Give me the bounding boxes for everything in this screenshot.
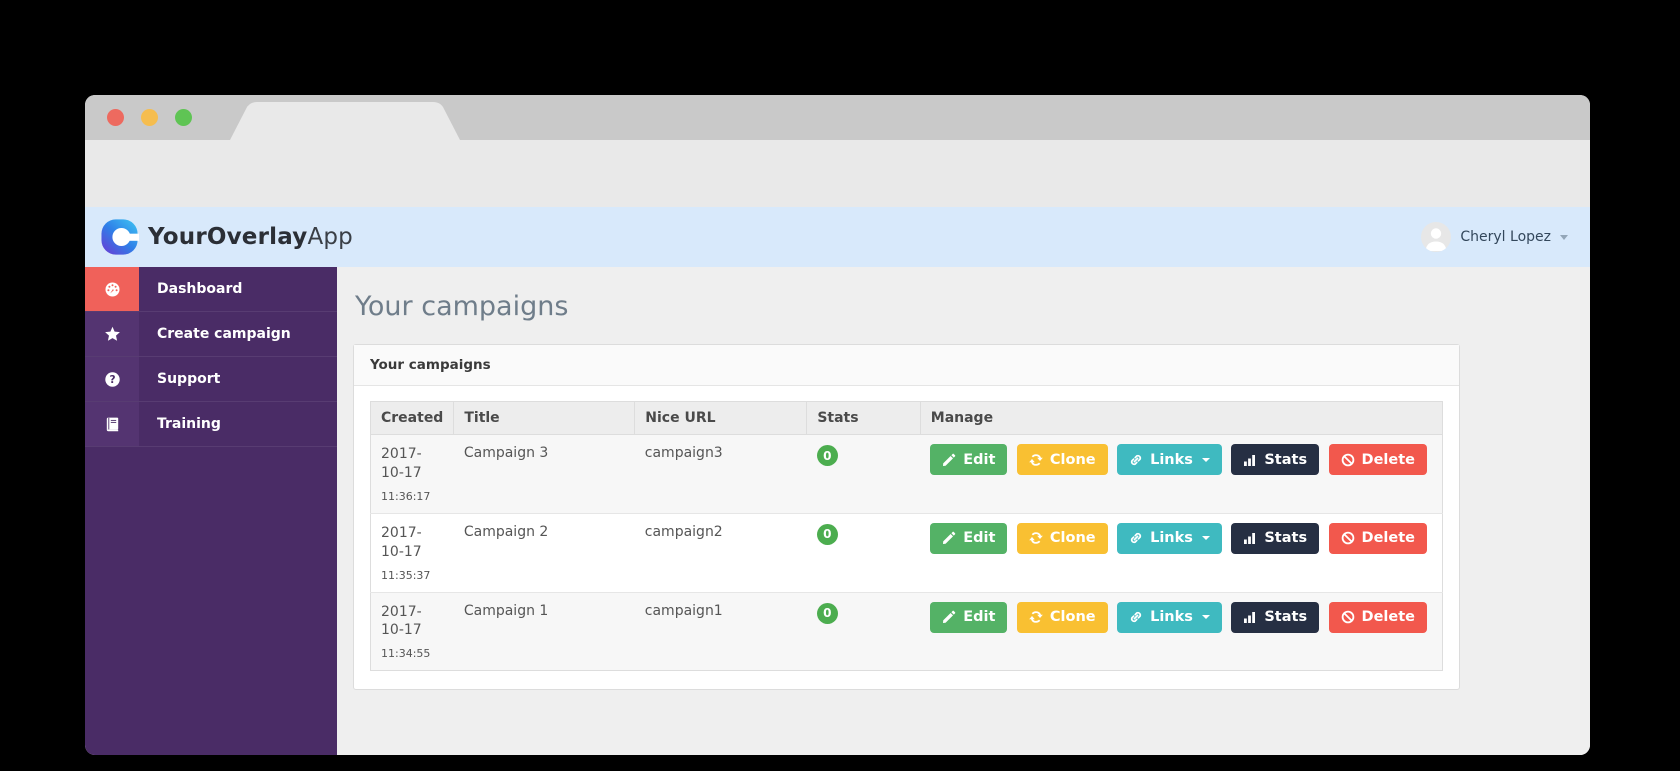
edit-button[interactable]: Edit: [930, 522, 1008, 554]
caret-down-icon: [1201, 536, 1210, 541]
created-cell: 2017- 10-17 11:34:55: [370, 591, 454, 671]
created-cell: 2017- 10-17 11:35:37: [370, 512, 454, 593]
browser-window: YourOverlayApp Cheryl Lopez Dashboard Cr…: [85, 95, 1590, 755]
main-content: Your campaigns Your campaigns Created Ti…: [337, 267, 1590, 755]
ban-icon: [1341, 453, 1355, 467]
browser-toolbar: [85, 140, 1590, 207]
pencil-icon: [942, 531, 956, 545]
delete-button[interactable]: Delete: [1328, 601, 1427, 633]
browser-tab[interactable]: [230, 102, 460, 140]
caret-down-icon: [1201, 615, 1210, 620]
manage-cell: Edit Clone Links Stats Delete: [920, 434, 1443, 514]
created-time: 11:36:17: [381, 489, 431, 503]
sidebar-item-label: Create campaign: [157, 326, 291, 342]
stats-badge: 0: [816, 523, 838, 545]
created-time: 11:34:55: [381, 647, 431, 661]
clone-button[interactable]: Clone: [1016, 522, 1108, 554]
minimize-button[interactable]: [141, 109, 158, 126]
sidebar: Dashboard Create campaign Support Traini…: [85, 267, 337, 755]
campaign-title-cell: Campaign 1: [453, 591, 635, 671]
links-dropdown-button[interactable]: Links: [1117, 522, 1222, 554]
clone-button[interactable]: Clone: [1016, 444, 1108, 475]
sidebar-item-dashboard[interactable]: Dashboard: [85, 267, 337, 312]
refresh-icon: [1029, 531, 1043, 545]
pencil-icon: [942, 610, 956, 624]
table-row: 2017- 10-17 11:34:55 Campaign 1 campaign…: [370, 591, 1443, 671]
avatar: [1421, 222, 1452, 252]
pencil-icon: [942, 453, 956, 467]
link-icon: [1129, 453, 1143, 467]
question-circle-icon: [85, 357, 139, 401]
column-header-nice-url: Nice URL: [634, 401, 808, 435]
zoom-button[interactable]: [175, 109, 192, 126]
table-row: 2017- 10-17 11:35:37 Campaign 2 campaign…: [370, 512, 1443, 593]
sidebar-item-label: Training: [157, 416, 221, 432]
browser-titlebar: [85, 95, 1590, 140]
brand-logo[interactable]: YourOverlayApp: [101, 218, 353, 256]
star-icon: [85, 312, 139, 356]
sidebar-item-create-campaign[interactable]: Create campaign: [85, 312, 337, 357]
sidebar-item-label: Support: [157, 371, 221, 387]
bar-chart-icon: [1243, 453, 1257, 467]
sidebar-item-training[interactable]: Training: [85, 402, 337, 447]
links-dropdown-button[interactable]: Links: [1117, 444, 1222, 475]
table-row: 2017- 10-17 11:36:17 Campaign 3 campaign…: [370, 434, 1443, 514]
window-controls: [107, 109, 192, 126]
campaigns-table: Created Title Nice URL Stats Manage 2017…: [370, 401, 1443, 672]
person-icon: [1421, 222, 1451, 252]
column-header-manage: Manage: [920, 401, 1443, 435]
sidebar-item-label: Dashboard: [157, 281, 243, 297]
gauge-icon: [85, 267, 139, 311]
chevron-down-icon: [1560, 234, 1568, 240]
stats-button[interactable]: Stats: [1231, 444, 1320, 475]
campaigns-panel: Your campaigns Created Title Nice URL St…: [353, 344, 1460, 691]
stats-badge: 0: [816, 445, 838, 466]
book-icon: [85, 402, 139, 446]
nice-url-cell: campaign1: [634, 591, 807, 671]
bar-chart-icon: [1243, 531, 1257, 545]
sidebar-item-support[interactable]: Support: [85, 357, 337, 402]
nice-url-cell: campaign3: [634, 434, 807, 514]
brand-logo-icon: [101, 218, 139, 256]
delete-button[interactable]: Delete: [1328, 522, 1427, 554]
link-icon: [1129, 531, 1143, 545]
campaign-title-cell: Campaign 3: [453, 434, 635, 514]
column-header-stats: Stats: [806, 401, 921, 435]
user-name: Cheryl Lopez: [1460, 229, 1551, 245]
manage-cell: Edit Clone Links Stats Delete: [920, 591, 1443, 671]
created-time: 11:35:37: [381, 568, 431, 582]
app-header: YourOverlayApp Cheryl Lopez: [85, 207, 1590, 267]
stats-badge: 0: [816, 602, 838, 624]
campaign-title-cell: Campaign 2: [453, 512, 635, 593]
created-cell: 2017- 10-17 11:36:17: [370, 434, 454, 514]
brand-name: YourOverlayApp: [148, 224, 353, 250]
stats-button[interactable]: Stats: [1231, 522, 1320, 554]
clone-button[interactable]: Clone: [1016, 601, 1108, 633]
refresh-icon: [1029, 453, 1043, 467]
link-icon: [1129, 610, 1143, 624]
manage-cell: Edit Clone Links Stats Delete: [920, 512, 1443, 593]
column-header-title: Title: [453, 401, 636, 435]
ban-icon: [1341, 531, 1355, 545]
nice-url-cell: campaign2: [634, 512, 807, 593]
refresh-icon: [1029, 610, 1043, 624]
column-header-created: Created: [370, 401, 455, 435]
delete-button[interactable]: Delete: [1328, 444, 1427, 475]
bar-chart-icon: [1243, 610, 1257, 624]
page-title: Your campaigns: [355, 291, 569, 322]
ban-icon: [1341, 610, 1355, 624]
user-menu[interactable]: Cheryl Lopez: [1421, 222, 1568, 252]
edit-button[interactable]: Edit: [930, 444, 1008, 475]
close-button[interactable]: [107, 109, 124, 126]
panel-title: Your campaigns: [354, 345, 1459, 386]
stats-button[interactable]: Stats: [1231, 601, 1320, 633]
edit-button[interactable]: Edit: [930, 601, 1008, 633]
caret-down-icon: [1201, 457, 1210, 462]
links-dropdown-button[interactable]: Links: [1117, 601, 1222, 633]
